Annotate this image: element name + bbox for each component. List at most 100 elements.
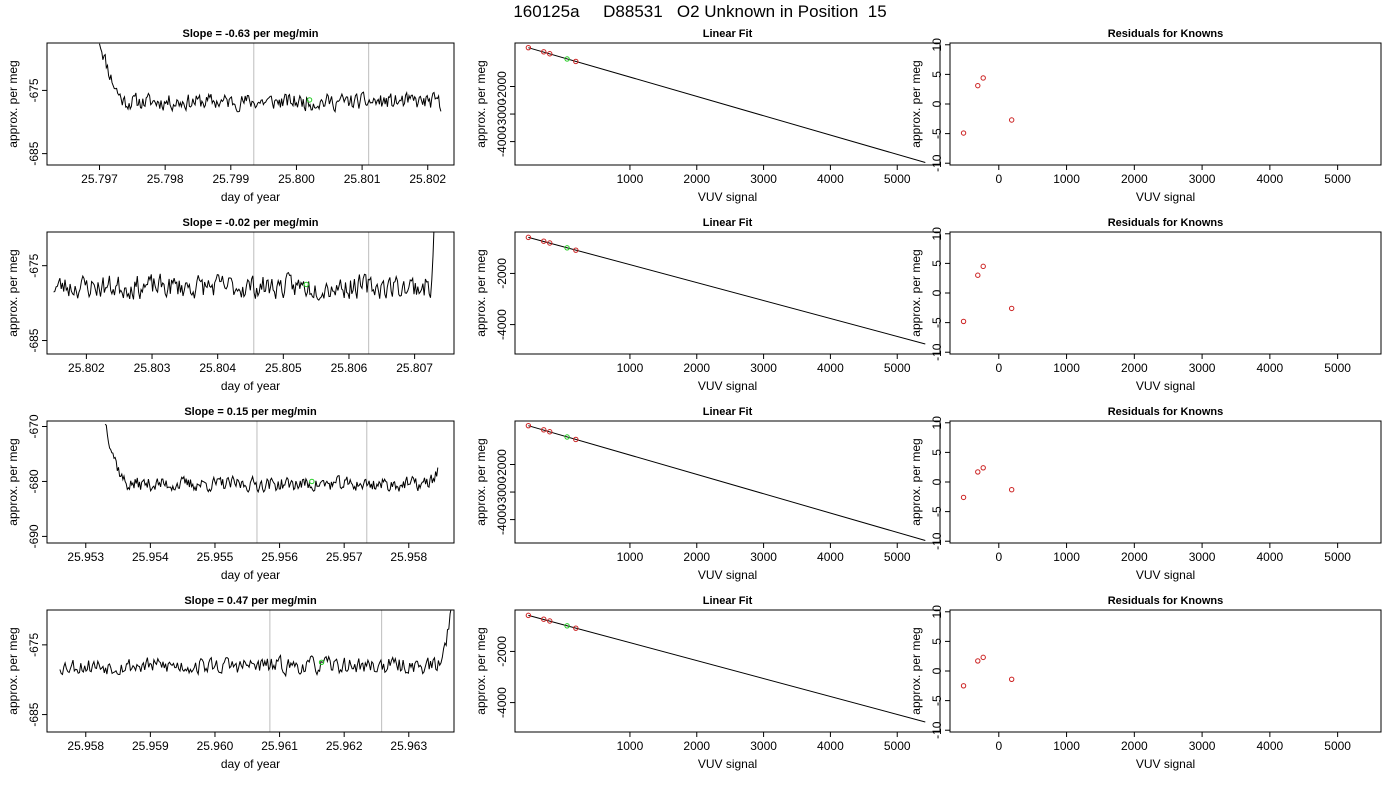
x-tick-label: 4000	[1257, 361, 1284, 375]
x-tick-label: 4000	[1257, 550, 1284, 564]
plot-frame	[514, 231, 941, 355]
unknown-marker	[564, 245, 570, 251]
x-axis-label: day of year	[221, 190, 280, 204]
y-tick-label: -685	[27, 328, 41, 352]
x-tick-label: 25.957	[326, 550, 363, 564]
plot-marks	[525, 44, 926, 164]
x-tick-label: 25.803	[134, 361, 171, 375]
x-tick-label: 25.802	[68, 361, 105, 375]
residual-point	[960, 130, 967, 136]
x-tick-label: 0	[995, 361, 1002, 375]
y-tick-label: 10	[930, 605, 944, 619]
y-axis-label: approx. per meg	[6, 249, 20, 336]
panel-4-fit: Linear Fit 1000 2000 3000 4000 5000 -2000 -4000…	[474, 595, 941, 771]
y-tick-label: -2000	[495, 449, 509, 480]
y-axis-label: approx. per meg	[6, 60, 20, 147]
unknown-marker	[564, 434, 570, 440]
residual-point	[975, 82, 981, 89]
x-axis-label: VUV signal	[1136, 190, 1195, 204]
plot-marks	[525, 612, 926, 723]
panel-title: Slope = -0.02 per meg/min	[182, 217, 318, 229]
known-point	[525, 44, 532, 51]
plot-marks	[53, 232, 435, 354]
known-point	[573, 58, 579, 65]
panel-1-fit: Linear Fit 1000 2000 3000 4000 5000 -2000-3000…	[474, 28, 941, 204]
known-point	[547, 618, 553, 624]
residual-point	[980, 465, 986, 471]
figure-title: 160125a D88531 O2 Unknown in Position 15	[513, 2, 887, 21]
residual-point	[960, 318, 967, 325]
y-tick-label: -675	[27, 253, 41, 277]
x-axis-label: day of year	[221, 757, 280, 771]
plot-frame	[949, 42, 1382, 166]
known-point	[541, 238, 547, 244]
plot-marks	[525, 422, 926, 542]
x-tick-label: 3000	[750, 172, 777, 186]
x-tick-label: 0	[995, 172, 1002, 186]
plot-marks	[960, 465, 1015, 501]
residual-point	[980, 263, 986, 270]
x-tick-label: 4000	[1257, 739, 1284, 753]
y-axis-label: approx. per meg	[474, 249, 488, 336]
x-tick-label: 25.807	[396, 361, 433, 375]
plot-frame	[514, 42, 941, 166]
known-point	[525, 612, 532, 619]
panel-title: Slope = -0.63 per meg/min	[182, 28, 318, 40]
unknown-marker	[318, 659, 325, 665]
x-tick-label: 5000	[1324, 172, 1351, 186]
x-tick-label: 25.797	[81, 172, 118, 186]
panel-2-fit: Linear Fit 1000 2000 3000 4000 5000 -2000 -4000…	[474, 217, 941, 393]
y-tick-label: 10	[930, 38, 944, 52]
y-tick-label: 0	[930, 478, 944, 485]
panel-2-trace: Slope = -0.02 per meg/min 25.802 25.803 25.…	[6, 217, 455, 393]
plot-marks	[960, 654, 1015, 689]
plot-frame	[949, 609, 1382, 733]
panel-title: Residuals for Knowns	[1108, 28, 1224, 40]
x-tick-label: 25.963	[390, 739, 427, 753]
y-axis-label: approx. per meg	[909, 438, 923, 525]
x-axis-label: VUV signal	[1136, 757, 1195, 771]
x-tick-label: 25.805	[265, 361, 302, 375]
residual-point	[1008, 486, 1015, 493]
y-tick-label: 0	[930, 667, 944, 674]
panel-title: Slope = 0.15 per meg/min	[184, 406, 317, 418]
fit-line	[528, 614, 926, 723]
x-tick-label: 4000	[817, 361, 844, 375]
x-tick-label: 25.954	[132, 550, 169, 564]
x-tick-label: 2000	[683, 739, 710, 753]
x-tick-label: 25.953	[67, 550, 104, 564]
y-tick-label: 5	[930, 260, 944, 267]
plot-frame	[46, 231, 455, 355]
y-tick-label: -4000	[495, 309, 509, 340]
panel-1-residuals: Residuals for Knowns 0 1000 2000 3000 4000 500…	[909, 28, 1382, 204]
panel-3-residuals: Residuals for Knowns 0 1000 2000 3000 4000 500…	[909, 406, 1382, 582]
y-tick-label: -2000	[495, 636, 509, 667]
y-tick-label: -3000	[495, 98, 509, 129]
x-tick-label: 3000	[1189, 361, 1216, 375]
residual-point	[980, 654, 986, 661]
panel-4-residuals: Residuals for Knowns 0 1000 2000 3000 4000 500…	[909, 595, 1382, 771]
unknown-marker	[564, 56, 570, 62]
residual-point	[1008, 305, 1015, 312]
x-tick-label: 2000	[683, 550, 710, 564]
x-tick-label: 3000	[750, 550, 777, 564]
fit-line	[528, 425, 926, 542]
x-axis-label: VUV signal	[1136, 379, 1195, 393]
x-tick-label: 2000	[683, 172, 710, 186]
y-tick-label: -5	[930, 317, 944, 328]
y-tick-label: -10	[930, 343, 944, 361]
y-tick-label: -685	[27, 141, 41, 165]
y-tick-label: 10	[930, 227, 944, 241]
x-tick-label: 5000	[884, 550, 911, 564]
signal-trace	[59, 610, 452, 678]
y-tick-label: -685	[27, 702, 41, 726]
x-tick-label: 25.959	[132, 739, 169, 753]
x-axis-label: VUV signal	[698, 379, 757, 393]
x-tick-label: 1000	[617, 550, 644, 564]
panel-title: Linear Fit	[703, 595, 753, 607]
y-axis-label: approx. per meg	[909, 627, 923, 714]
signal-trace	[99, 43, 442, 113]
x-tick-label: 5000	[1324, 361, 1351, 375]
panel-1-trace: Slope = -0.63 per meg/min 25.797 25.798 25.…	[6, 28, 455, 204]
